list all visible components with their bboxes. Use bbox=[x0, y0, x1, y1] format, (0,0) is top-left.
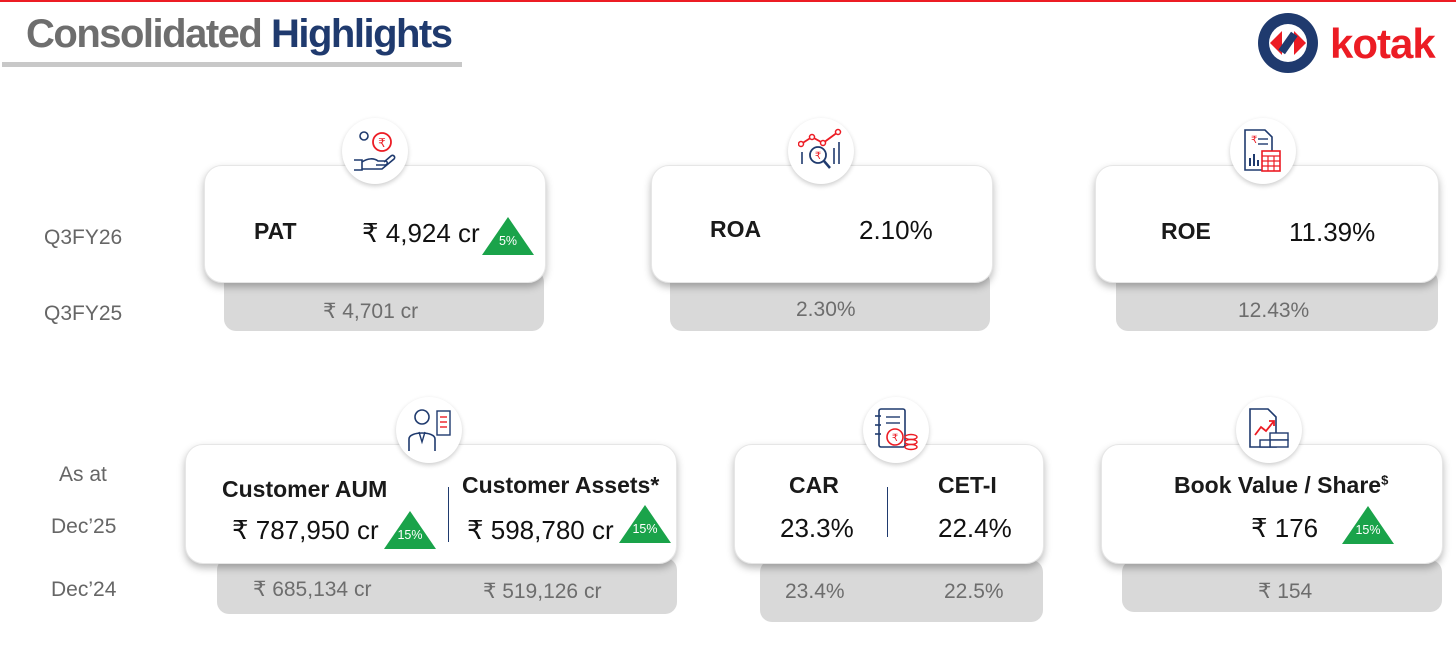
car-label: CAR bbox=[789, 472, 839, 498]
roe-previous-value: 12.43% bbox=[1238, 299, 1310, 322]
pat-growth-value: 5% bbox=[498, 234, 518, 248]
roe-icon-badge: ₹ bbox=[1230, 118, 1296, 184]
car-current-value: 23.3% bbox=[780, 513, 854, 543]
book-value-label-text: Book Value / Share bbox=[1174, 472, 1382, 498]
customer-aum-previous-value: ₹ 685,134 cr bbox=[253, 578, 372, 601]
customer-aum-label: Customer AUM bbox=[222, 476, 388, 502]
pat-label: PAT bbox=[254, 218, 297, 244]
roa-card: ROA 2.10% bbox=[651, 165, 993, 283]
svg-text:₹: ₹ bbox=[892, 433, 898, 444]
roa-label: ROA bbox=[710, 216, 762, 242]
book-value-current-value: ₹ 176 bbox=[1251, 513, 1319, 543]
book-value-icon-badge bbox=[1236, 397, 1302, 463]
pat-previous-value: ₹ 4,701 cr bbox=[323, 300, 419, 323]
cet1-current-value: 22.4% bbox=[938, 513, 1012, 543]
person-document-icon bbox=[408, 409, 451, 451]
customer-previous-panel bbox=[217, 558, 677, 614]
title-word-1: Consolidated bbox=[26, 12, 263, 56]
row-label-q3fy26: Q3FY26 bbox=[44, 226, 123, 249]
top-accent-line bbox=[0, 0, 1456, 2]
document-growth-icon bbox=[1249, 408, 1289, 448]
title-underline bbox=[2, 62, 462, 67]
capital-card: CAR 23.3% CET-I 22.4% bbox=[734, 444, 1044, 564]
row-label-as-at: As at bbox=[59, 463, 107, 486]
kotak-logo-mark-icon bbox=[1258, 13, 1318, 73]
customer-assets-growth-value: 15% bbox=[632, 522, 658, 536]
row-label-q3fy25: Q3FY25 bbox=[44, 302, 123, 325]
page-title: Consolidated Highlights bbox=[26, 12, 453, 57]
customer-assets-growth-badge: 15% bbox=[619, 505, 671, 543]
roa-current-value: 2.10% bbox=[859, 215, 933, 245]
customer-aum-growth-value: 15% bbox=[397, 528, 423, 542]
capital-icon-badge: ₹ bbox=[863, 397, 929, 463]
chart-magnifier-icon: ₹ bbox=[798, 128, 842, 169]
growth-triangle-icon bbox=[384, 511, 436, 549]
cet1-label: CET-I bbox=[938, 472, 997, 498]
customer-aum-growth-badge: 15% bbox=[384, 511, 436, 549]
kotak-logo: kotak bbox=[1254, 12, 1454, 74]
book-value-previous-panel bbox=[1122, 560, 1442, 612]
customer-assets-previous-value: ₹ 519,126 cr bbox=[483, 580, 602, 603]
capital-divider bbox=[887, 487, 888, 537]
row-label-dec25: Dec’25 bbox=[51, 515, 117, 538]
pat-card: PAT ₹ 4,924 cr 5% bbox=[204, 165, 546, 283]
ledger-coins-icon: ₹ bbox=[875, 408, 918, 451]
customer-divider bbox=[448, 487, 449, 542]
roe-card: ROE 11.39% bbox=[1095, 165, 1439, 283]
book-value-growth-value: 15% bbox=[1355, 523, 1381, 537]
customer-card: Customer AUM ₹ 787,950 cr 15% Customer A… bbox=[185, 444, 677, 564]
pat-current-value: ₹ 4,924 cr bbox=[362, 218, 480, 248]
growth-triangle-icon bbox=[482, 217, 534, 255]
growth-triangle-icon bbox=[619, 505, 671, 543]
capital-previous-panel bbox=[760, 560, 1043, 622]
customer-icon-badge bbox=[396, 397, 462, 463]
roe-label: ROE bbox=[1161, 218, 1211, 244]
svg-text:₹: ₹ bbox=[815, 151, 821, 162]
growth-triangle-icon bbox=[1342, 506, 1394, 544]
roa-icon-badge: ₹ bbox=[788, 118, 854, 184]
pat-growth-badge: 5% bbox=[482, 217, 534, 255]
row-label-dec24: Dec’24 bbox=[51, 578, 117, 601]
book-value-card: Book Value / Share$ ₹ 176 15% bbox=[1101, 444, 1443, 564]
car-previous-value: 23.4% bbox=[785, 580, 845, 603]
book-value-label: Book Value / Share$ bbox=[1174, 472, 1388, 499]
roa-previous-value: 2.30% bbox=[796, 298, 856, 321]
cet1-previous-value: 22.5% bbox=[944, 580, 1004, 603]
book-value-previous-value: ₹ 154 bbox=[1258, 580, 1313, 603]
brand-wordmark: kotak bbox=[1330, 20, 1436, 67]
roe-current-value: 11.39% bbox=[1289, 217, 1376, 247]
book-value-growth-badge: 15% bbox=[1342, 506, 1394, 544]
report-calculator-icon: ₹ bbox=[1244, 129, 1281, 172]
svg-text:₹: ₹ bbox=[378, 136, 386, 150]
pat-icon-badge: ₹ bbox=[342, 118, 408, 184]
hand-coin-icon: ₹ bbox=[354, 131, 396, 171]
customer-aum-current-value: ₹ 787,950 cr bbox=[232, 515, 379, 545]
title-word-2: Highlights bbox=[270, 12, 453, 56]
customer-assets-label: Customer Assets* bbox=[462, 472, 660, 498]
book-value-label-sup: $ bbox=[1381, 472, 1389, 488]
svg-text:₹: ₹ bbox=[1251, 135, 1257, 146]
customer-assets-current-value: ₹ 598,780 cr bbox=[467, 515, 614, 545]
